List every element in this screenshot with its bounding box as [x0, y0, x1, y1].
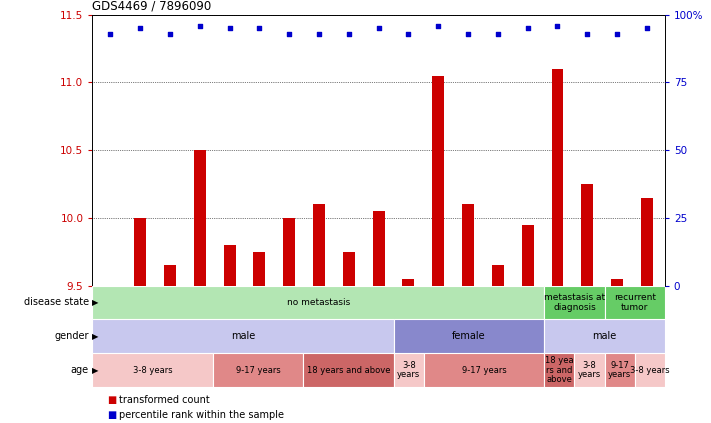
- Text: 3-8 years: 3-8 years: [630, 365, 670, 375]
- Bar: [604, 353, 635, 387]
- Text: male: male: [231, 331, 255, 341]
- Bar: [522, 225, 534, 286]
- Text: ▶: ▶: [92, 298, 98, 307]
- Bar: [194, 150, 205, 286]
- Point: [552, 22, 563, 29]
- Point: [611, 30, 623, 37]
- Bar: [432, 76, 444, 286]
- Bar: [545, 319, 665, 353]
- Text: 9-17 years: 9-17 years: [461, 365, 506, 375]
- Bar: [611, 279, 623, 286]
- Bar: [213, 353, 304, 387]
- Bar: [545, 286, 604, 319]
- Point: [254, 25, 265, 32]
- Point: [314, 30, 325, 37]
- Point: [402, 30, 414, 37]
- Text: ■: ■: [107, 409, 116, 420]
- Point: [343, 30, 355, 37]
- Text: 3-8
years: 3-8 years: [578, 361, 601, 379]
- Point: [492, 30, 503, 37]
- Text: ▶: ▶: [92, 365, 98, 375]
- Bar: [402, 279, 415, 286]
- Bar: [492, 265, 504, 286]
- Bar: [545, 353, 574, 387]
- Bar: [582, 184, 593, 286]
- Bar: [253, 252, 265, 286]
- Text: 18 yea
rs and
above: 18 yea rs and above: [545, 356, 574, 385]
- Bar: [641, 198, 653, 286]
- Text: male: male: [592, 331, 616, 341]
- Text: ▶: ▶: [92, 332, 98, 341]
- Bar: [164, 265, 176, 286]
- Bar: [343, 252, 355, 286]
- Text: age: age: [71, 365, 89, 375]
- Bar: [574, 353, 604, 387]
- Bar: [92, 319, 394, 353]
- Bar: [394, 319, 545, 353]
- Bar: [283, 218, 295, 286]
- Point: [522, 25, 533, 32]
- Bar: [462, 204, 474, 286]
- Text: recurrent
tumor: recurrent tumor: [614, 293, 656, 312]
- Text: metastasis at
diagnosis: metastasis at diagnosis: [544, 293, 605, 312]
- Bar: [424, 353, 545, 387]
- Text: female: female: [452, 331, 486, 341]
- Text: 9-17 years: 9-17 years: [236, 365, 280, 375]
- Point: [462, 30, 474, 37]
- Bar: [373, 211, 385, 286]
- Point: [224, 25, 235, 32]
- Bar: [635, 353, 665, 387]
- Point: [582, 30, 593, 37]
- Text: 3-8
years: 3-8 years: [397, 361, 420, 379]
- Text: no metastasis: no metastasis: [287, 298, 350, 307]
- Bar: [604, 286, 665, 319]
- Point: [373, 25, 384, 32]
- Bar: [223, 245, 235, 286]
- Text: disease state: disease state: [23, 297, 89, 308]
- Bar: [313, 204, 325, 286]
- Point: [194, 22, 205, 29]
- Bar: [304, 353, 394, 387]
- Bar: [92, 286, 545, 319]
- Point: [284, 30, 295, 37]
- Point: [134, 25, 146, 32]
- Point: [164, 30, 176, 37]
- Point: [641, 25, 653, 32]
- Bar: [92, 353, 213, 387]
- Text: gender: gender: [54, 331, 89, 341]
- Point: [105, 30, 116, 37]
- Point: [432, 22, 444, 29]
- Text: 3-8 years: 3-8 years: [133, 365, 173, 375]
- Text: 18 years and above: 18 years and above: [306, 365, 390, 375]
- Text: 9-17
years: 9-17 years: [608, 361, 631, 379]
- Text: percentile rank within the sample: percentile rank within the sample: [119, 409, 284, 420]
- Bar: [394, 353, 424, 387]
- Bar: [134, 218, 146, 286]
- Bar: [552, 69, 563, 286]
- Text: ■: ■: [107, 395, 116, 405]
- Text: GDS4469 / 7896090: GDS4469 / 7896090: [92, 0, 212, 12]
- Text: transformed count: transformed count: [119, 395, 210, 405]
